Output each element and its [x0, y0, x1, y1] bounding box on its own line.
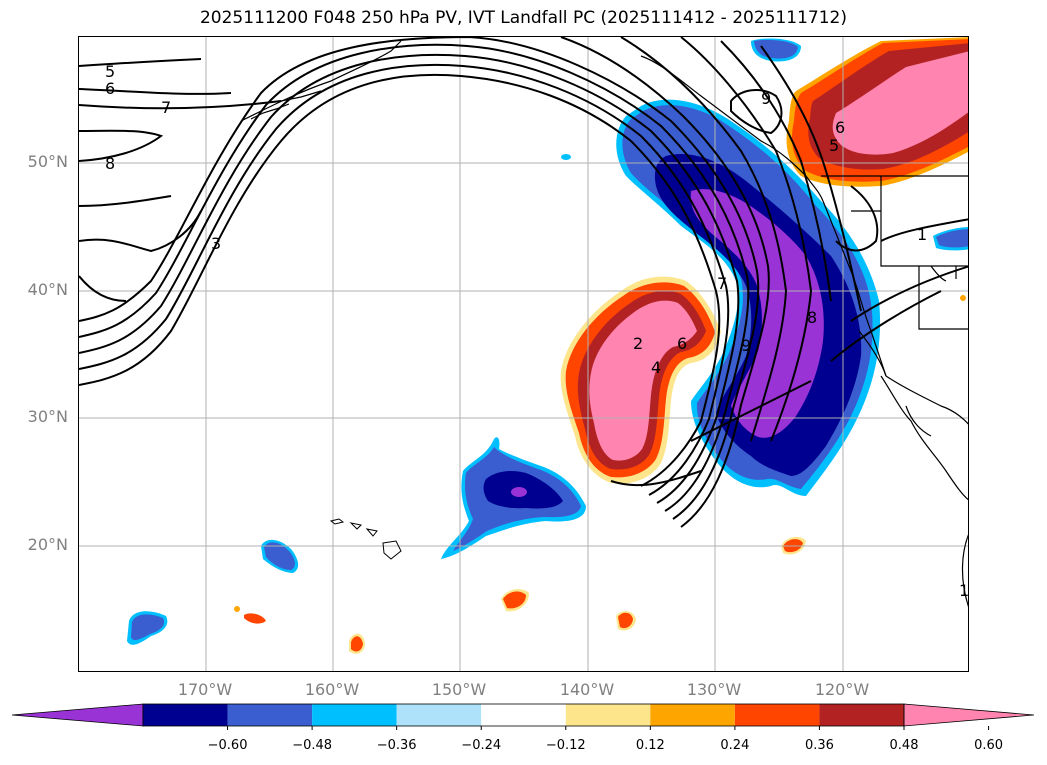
colorbar-bin [734, 704, 820, 726]
lon-label-160w: 160°W [304, 680, 360, 699]
colorbar [11, 703, 1035, 730]
contour-label: 6 [105, 79, 115, 98]
colorbar-bin [143, 704, 228, 726]
contour-label: 5 [829, 136, 839, 155]
lon-label-170w: 170°W [177, 680, 233, 699]
map-panel: 5 6 7 8 3 9 1 2 4 6 9 5 6 7 8 1 [78, 36, 969, 672]
lat-label-20n: 20°N [27, 535, 68, 554]
colorbar-bin [481, 704, 566, 726]
small-pv-blobs [127, 38, 968, 654]
colorbar-frame [142, 703, 905, 727]
colorbar-bin [396, 704, 482, 726]
contour-label: 7 [161, 98, 171, 117]
contour-label: 2 [633, 334, 643, 353]
contour-label: 6 [835, 118, 845, 137]
colorbar-tick-label: 0.12 [635, 738, 665, 753]
coastlines [240, 40, 968, 607]
lon-label-150w: 150°W [431, 680, 487, 699]
lat-label-30n: 30°N [27, 407, 68, 426]
contour-labels: 5 6 7 8 3 9 1 2 4 6 9 5 6 7 8 1 [105, 62, 969, 600]
contour-label: 5 [105, 62, 115, 81]
colorbar-tick-label: 0.24 [720, 738, 750, 753]
colorbar-bin [565, 704, 651, 726]
contour-label: 1 [917, 225, 927, 244]
colorbar-tick-label: 0.60 [974, 738, 1004, 753]
colorbar-tick-label: 0.36 [804, 738, 834, 753]
map-canvas: 5 6 7 8 3 9 1 2 4 6 9 5 6 7 8 1 [79, 37, 969, 671]
colorbar-extend-high [903, 703, 1035, 727]
colorbar-bin [650, 704, 735, 726]
contour-label: 3 [211, 234, 221, 253]
contour-label: 9 [741, 336, 751, 355]
positive-pv-anomaly-mid-pacific [560, 276, 721, 484]
contour-label: 6 [677, 334, 687, 353]
lon-label-120w: 120°W [814, 680, 870, 699]
colorbar-tick-label: −0.60 [207, 738, 248, 753]
colorbar-tick-label: 0.48 [889, 738, 919, 753]
colorbar-bin [312, 704, 397, 726]
lat-label-50n: 50°N [27, 152, 68, 171]
contour-label: 8 [807, 308, 817, 327]
positive-pv-anomaly-northeast [786, 37, 968, 187]
contour-label: 9 [761, 89, 771, 108]
lat-label-40n: 40°N [27, 280, 68, 299]
lon-label-140w: 140°W [559, 680, 615, 699]
ivt-contours [79, 37, 968, 528]
chart-title: 2025111200 F048 250 hPa PV, IVT Landfall… [199, 8, 847, 28]
hawaii-islands [329, 518, 402, 560]
colorbar-tick-label: −0.36 [376, 738, 417, 753]
lon-label-130w: 130°W [686, 680, 742, 699]
contour-label: 7 [717, 274, 727, 293]
contour-label: 8 [105, 154, 115, 173]
negative-pv-anomaly-hawaii [441, 437, 586, 559]
colorbar-tick-label: −0.12 [545, 738, 586, 753]
colorbar-extend-low [11, 703, 144, 727]
colorbar-bin [819, 704, 904, 726]
colorbar-tick-label: −0.48 [292, 738, 333, 753]
graticule [79, 37, 968, 671]
contour-label: 4 [651, 358, 661, 377]
contour-label: 1 [959, 581, 969, 600]
colorbar-tick-label: −0.24 [461, 738, 502, 753]
colorbar-bin [227, 704, 313, 726]
